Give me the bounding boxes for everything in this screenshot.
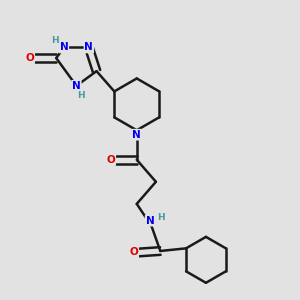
Text: N: N — [60, 43, 68, 52]
Text: N: N — [85, 43, 93, 52]
Text: H: H — [77, 91, 85, 100]
Text: O: O — [129, 248, 138, 257]
Text: O: O — [106, 155, 115, 165]
Text: H: H — [157, 213, 165, 222]
Text: N: N — [132, 130, 141, 140]
Text: H: H — [51, 37, 58, 46]
Text: N: N — [146, 216, 154, 226]
Text: N: N — [72, 81, 81, 91]
Text: O: O — [26, 53, 34, 63]
